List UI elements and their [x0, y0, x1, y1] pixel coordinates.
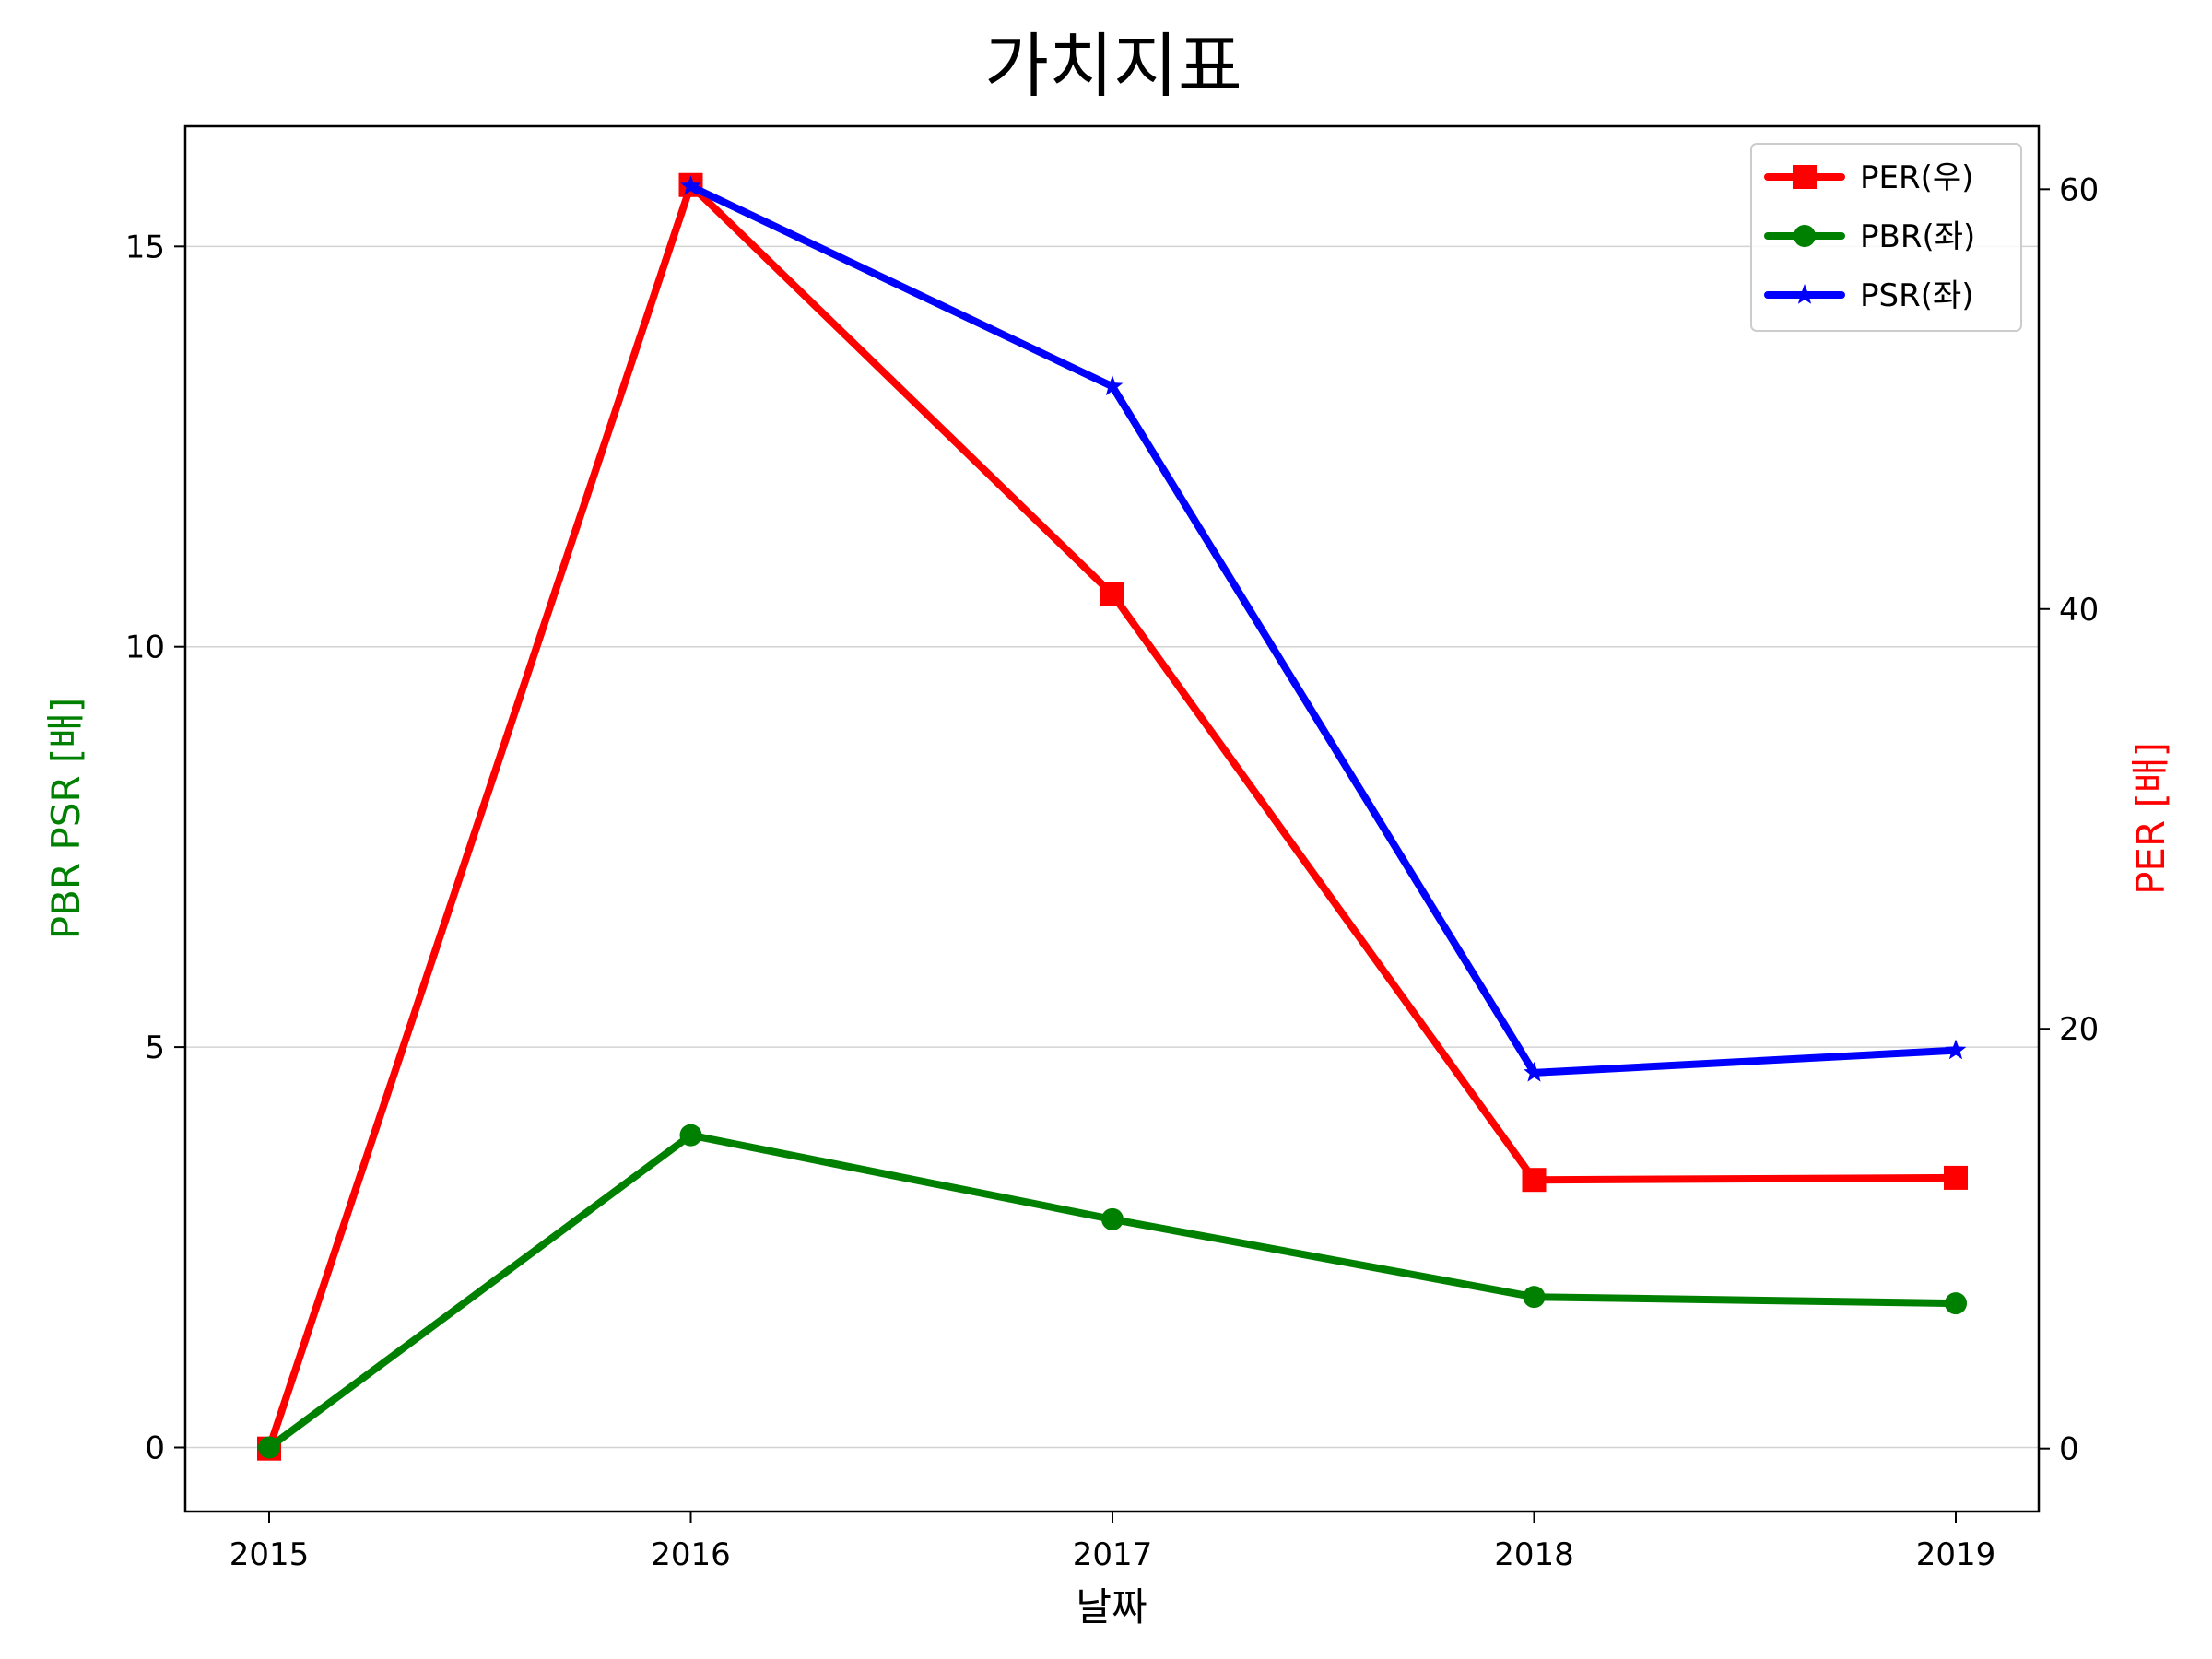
- left-y-axis: 0 5 10 15: [125, 229, 185, 1466]
- data-point-psr: [680, 175, 701, 195]
- legend-entry-psr: PSR(좌): [1764, 277, 1974, 314]
- data-point-pbr: [679, 1124, 702, 1147]
- right-y-tick-label: 60: [2059, 171, 2099, 208]
- left-y-tick-label: 0: [145, 1430, 165, 1466]
- legend-marker-psr: [1794, 284, 1816, 304]
- legend-entry-pbr: PBR(좌): [1764, 218, 1975, 255]
- right-y-axis-label: PER [배]: [2128, 742, 2173, 895]
- data-point-pbr: [258, 1436, 280, 1459]
- x-tick-label: 2015: [229, 1536, 310, 1573]
- right-y-tick-label: 20: [2059, 1011, 2099, 1048]
- grid-lines: [185, 245, 2039, 1449]
- x-tick-label: 2019: [1916, 1536, 1996, 1573]
- series-layer: [257, 172, 1968, 1461]
- legend-marker-pbr: [1794, 225, 1816, 247]
- data-point-per: [1100, 582, 1124, 606]
- series-pbr: [258, 1124, 1967, 1459]
- legend-entry-per: PER(우): [1764, 159, 1973, 196]
- data-point-psr: [1101, 375, 1124, 396]
- legend-label-pbr: PBR(좌): [1860, 218, 1975, 255]
- legend-label-psr: PSR(좌): [1860, 277, 1974, 314]
- chart-title: 가치지표: [984, 25, 1242, 107]
- legend: PER(우) PBR(좌) PSR(좌): [1750, 143, 2022, 332]
- legend-marker-per: [1793, 165, 1817, 189]
- x-axis: 2015 2016 2017 2018 2019: [229, 1512, 1996, 1573]
- x-tick-label: 2018: [1494, 1536, 1574, 1573]
- data-point-psr: [1524, 1061, 1545, 1082]
- data-point-per: [1944, 1165, 1968, 1190]
- left-y-tick-label: 10: [125, 629, 165, 666]
- left-y-tick-label: 5: [145, 1030, 165, 1066]
- left-y-tick-label: 15: [125, 229, 165, 265]
- left-y-axis-label: PBR PSR [배]: [43, 698, 88, 940]
- legend-box: [1750, 143, 2022, 332]
- series-psr: [680, 175, 1967, 1082]
- series-line-psr: [687, 182, 1959, 1077]
- data-point-pbr: [1945, 1292, 1967, 1315]
- right-y-axis: 0 20 40 60: [2039, 171, 2099, 1468]
- x-tick-label: 2016: [651, 1536, 731, 1573]
- data-point-pbr: [1523, 1286, 1546, 1309]
- x-axis-label: 날짜: [1076, 1584, 1147, 1630]
- right-y-tick-label: 0: [2059, 1431, 2079, 1468]
- legend-label-per: PER(우): [1860, 159, 1973, 196]
- data-point-psr: [1945, 1039, 1967, 1060]
- data-point-pbr: [1101, 1207, 1124, 1230]
- data-point-per: [1522, 1168, 1547, 1193]
- right-y-tick-label: 40: [2059, 592, 2099, 629]
- x-tick-label: 2017: [1073, 1536, 1153, 1573]
